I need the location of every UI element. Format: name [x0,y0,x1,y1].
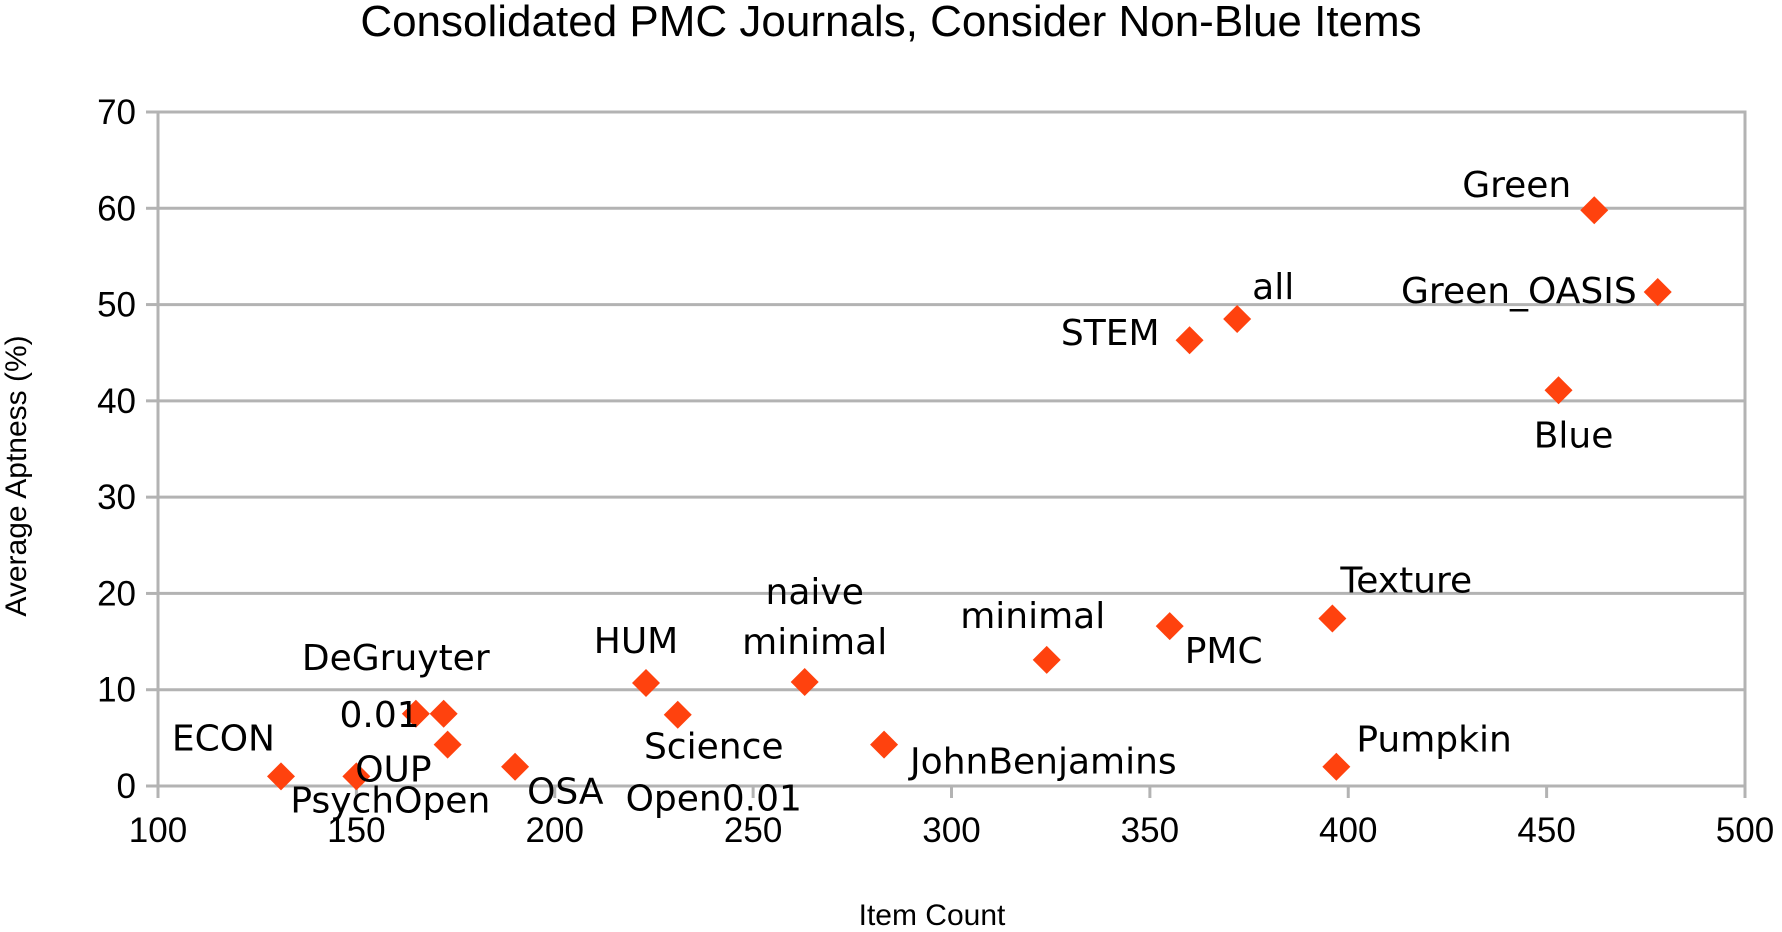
x-tick-label: 300 [922,811,980,850]
data-label: PMC [1185,631,1263,672]
y-tick-label: 0 [117,767,136,806]
data-label: Green [1462,165,1571,206]
data-label: Green_OASIS [1401,271,1637,312]
data-label: naive minimal [742,572,887,663]
data-label: DeGruyter [302,638,490,679]
y-tick-label: 10 [97,671,136,710]
y-tick-label: 20 [97,574,136,613]
data-point [429,699,458,728]
data-point [1175,326,1204,355]
data-point [870,730,899,759]
x-tick-label: 250 [724,811,782,850]
plot-frame [156,110,1747,788]
data-point [790,668,819,697]
data-point [1155,612,1184,641]
data-point [342,762,371,791]
data-point [1032,645,1061,674]
x-axis-label: Item Count [859,899,1006,932]
x-tick-label: 150 [327,811,385,850]
data-point [501,752,530,781]
y-tick-label: 60 [97,189,136,228]
y-tick-label: 70 [97,93,136,132]
data-label: OSA [527,772,604,813]
x-tick-label: 100 [129,811,187,850]
y-tick-label: 50 [97,286,136,325]
data-label: PsychOpen [290,780,490,821]
data-point [1223,305,1252,334]
label-layer: ECON PsychOpen DeGruyter 0.01 OUP OSA HUM Scien… [172,165,1637,821]
x-tick-label: 500 [1716,811,1774,850]
data-label: HUM [594,621,678,662]
data-label: Texture [1339,560,1472,601]
y-axis-label: Average Aptness (%) [0,335,33,616]
data-point [1580,196,1609,225]
data-label: minimal [960,596,1105,637]
data-label: all [1252,267,1294,308]
chart-title: Consolidated PMC Journals, Consider Non-… [360,0,1421,46]
grid-layer [158,110,1745,788]
data-label: OUP [355,750,431,791]
data-label: Science Open0.01 [626,727,802,820]
y-tick-label: 40 [97,382,136,421]
y-tick-label: 30 [97,478,136,517]
data-label: Blue [1534,415,1614,456]
data-point [1322,752,1351,781]
x-tick-label: 400 [1319,811,1377,850]
point-layer [266,196,1672,791]
data-point [401,699,430,728]
x-tick-label: 450 [1517,811,1575,850]
data-point [1544,376,1573,405]
data-point [1318,604,1347,633]
data-point [266,762,295,791]
data-point [1643,278,1672,307]
data-point [663,700,692,729]
tick-layer: 0 10 20 30 40 50 60 70 100 150 200 250 300 350 400 450 5… [97,93,1774,850]
data-point [632,668,661,697]
data-label: ECON [172,718,275,759]
x-tick-label: 350 [1121,811,1179,850]
data-label: 0.01 [340,695,420,736]
data-label: STEM [1061,313,1160,354]
data-label: JohnBenjamins [908,742,1177,783]
data-point [433,730,462,759]
x-tick-label: 200 [526,811,584,850]
data-label: Pumpkin [1356,720,1511,761]
